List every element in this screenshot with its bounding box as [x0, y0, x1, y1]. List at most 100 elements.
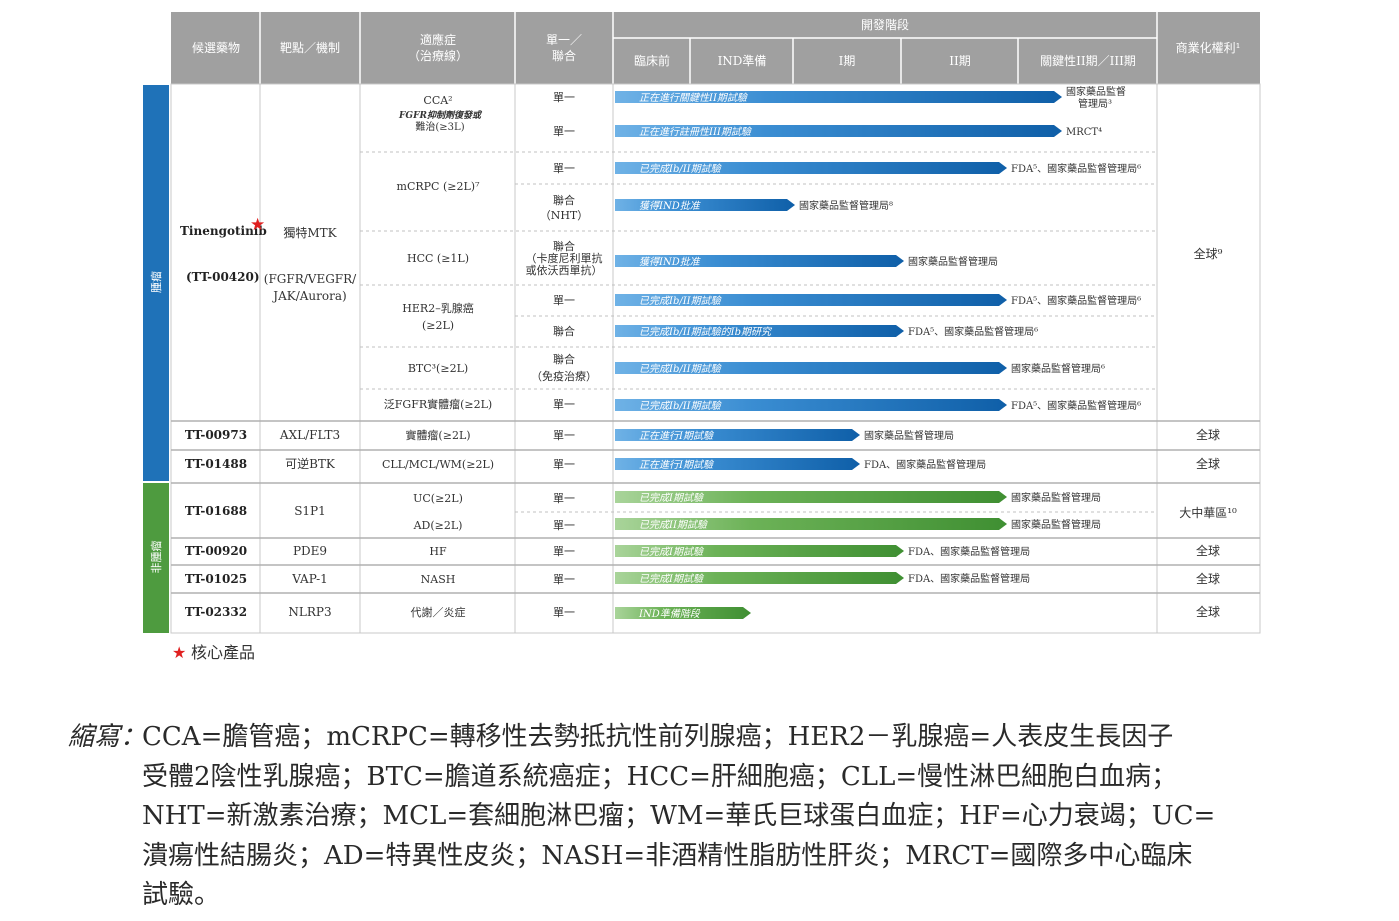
progress-bar: [615, 362, 1007, 374]
header-band: [171, 12, 1260, 84]
mode-row-11: 單一: [553, 458, 575, 471]
target-tinengotinib-sub1: (FGFR/VEGFR/: [264, 272, 357, 286]
indication-btc: BTC³(≥2L): [408, 362, 468, 375]
progress-bar: [615, 429, 860, 441]
sub-row-separators: [360, 151, 1155, 513]
progress-bar-label: 已完成I期試驗: [639, 492, 705, 504]
regulatory-note: FDA⁵、國家藥品監督管理局⁶: [1011, 162, 1141, 175]
progress-bar-label: 已完成Ib/II期試驗: [639, 363, 723, 375]
header-phase-preclinical: 臨床前: [634, 53, 670, 68]
mode-row-6: 單一: [553, 294, 575, 307]
indication-hf: HF: [429, 545, 447, 558]
indication-nash: NASH: [421, 573, 456, 586]
drug-name-tt01688: TT-01688: [185, 504, 247, 518]
regulatory-note: FDA、國家藥品監督管理局: [908, 572, 1030, 585]
drug-name-tt01025: TT-01025: [185, 572, 247, 586]
mode-row-1: 單一: [553, 91, 575, 104]
progress-bar-label: 獲得IND批准: [639, 256, 701, 268]
regulatory-note: 國家藥品監督管理局: [1011, 491, 1101, 504]
progress-bar-label: 正在進行I期試驗: [639, 430, 715, 442]
progress-bar-label: 獲得IND批准: [639, 200, 701, 212]
progress-bar-label: 已完成Ib/II期試驗的Ib期研究: [639, 326, 773, 338]
progress-bar-label: 已完成Ib/II期試驗: [639, 295, 723, 307]
regulatory-note: 國家藥品監督: [1066, 85, 1126, 98]
header-stage: 開發階段: [861, 17, 909, 32]
mode-row-3: 單一: [553, 162, 575, 175]
mode-row-12: 單一: [553, 492, 575, 505]
mode-row-16: 單一: [553, 606, 575, 619]
target-tt01688: S1P1: [294, 504, 326, 518]
header-indication: 適應症: [420, 32, 456, 47]
target-tt01488: 可逆BTK: [285, 456, 336, 471]
oncology-label: 腫瘤: [149, 271, 163, 293]
header-dividers: [259, 12, 1158, 84]
header-target: 靶點／機制: [280, 40, 340, 55]
progress-bar-label: 正在進行註冊性III期試驗: [639, 126, 753, 138]
progress-bar-label: 正在進行關鍵性II期試驗: [639, 92, 749, 104]
regulatory-note: 管理局³: [1078, 97, 1112, 110]
regulatory-note: FDA、國家藥品監督管理局: [908, 545, 1030, 558]
regulatory-note: FDA⁵、國家藥品監督管理局⁶: [908, 325, 1038, 338]
indication-uc: UC(≥2L): [413, 492, 463, 505]
progress-bar: [615, 399, 1007, 411]
abbreviations-line: 潰瘍性結腸炎；AD=特異性皮炎；NASH=非酒精性脂肪性肝炎；MRCT=國際多中…: [142, 840, 1193, 871]
progress-bar: [615, 458, 860, 470]
mode-row-8-sub: （免疫治療）: [531, 369, 597, 383]
indication-cca-sub2: 難治(≥3L): [415, 120, 464, 133]
rights-tinengotinib: 全球⁹: [1194, 246, 1223, 261]
mode-row-5-sub2: 或依沃西單抗）: [526, 263, 603, 277]
target-tinengotinib-sub2: JAK/Aurora): [271, 289, 346, 303]
indication-cll: CLL/MCL/WM(≥2L): [382, 458, 494, 471]
header-mono-line2: 聯合: [552, 48, 576, 63]
table-grid: [170, 83, 1261, 634]
progress-bar: [615, 255, 904, 267]
drug-name-tt00920: TT-00920: [185, 544, 247, 558]
rights-tt01025: 全球: [1196, 571, 1220, 586]
indication-pan-fgfr: 泛FGFR實體瘤(≥2L): [384, 397, 492, 411]
target-tt02332: NLRP3: [288, 605, 331, 619]
regulatory-note: 國家藥品監督管理局⁸: [799, 199, 893, 212]
target-tt01025: VAP-1: [291, 572, 328, 586]
mode-row-13: 單一: [553, 519, 575, 532]
abbreviations-line: CCA=膽管癌；mCRPC=轉移性去勢抵抗性前列腺癌；HER2－乳腺癌=人表皮生…: [142, 722, 1174, 752]
progress-bar-label: 已完成II期試驗: [639, 519, 709, 531]
abbreviations-line: NHT=新激素治療；MCL=套細胞淋巴瘤；WM=華氏巨球蛋白血症；HF=心力衰竭…: [142, 801, 1216, 831]
header-phase-3: 關鍵性II期／III期: [1040, 53, 1136, 68]
header-mono-line1: 單一／: [546, 33, 582, 47]
progress-bar: [615, 325, 904, 337]
drug-name-tinengotinib: Tinengotinib: [180, 224, 267, 238]
indication-cca: CCA²: [423, 94, 452, 107]
regulatory-note: FDA、國家藥品監督管理局: [864, 458, 986, 471]
progress-bar: [615, 607, 751, 619]
header-candidate: 候選藥物: [192, 41, 240, 55]
drug-name-tt00973: TT-00973: [185, 428, 247, 442]
regulatory-note: 國家藥品監督管理局: [908, 255, 998, 268]
indication-ad: AD(≥2L): [413, 519, 463, 532]
regulatory-note: 國家藥品監督管理局: [1011, 518, 1101, 531]
mode-row-4: 聯合: [553, 193, 575, 207]
target-tinengotinib: 獨特MTK: [283, 225, 337, 240]
progress-bar: [615, 491, 1007, 503]
indication-her2-line2: (≥2L): [422, 319, 454, 332]
progress-bar: [615, 294, 1007, 306]
mode-row-5-sub1: （卡度尼利單抗: [526, 251, 603, 265]
indication-her2-line1: HER2–乳腺癌: [402, 301, 473, 315]
progress-bar: [615, 572, 904, 584]
progress-bar: [615, 91, 1062, 103]
abbreviations-block: 縮寫： CCA=膽管癌；mCRPC=轉移性去勢抵抗性前列腺癌；HER2－乳腺癌=…: [68, 718, 1337, 916]
progress-bar-label: 已完成I期試驗: [639, 573, 705, 585]
progress-bar: [615, 162, 1007, 174]
abbreviations-line: 受體2陰性乳腺癌；BTC=膽道系統癌症；HCC=肝細胞癌；CLL=慢性淋巴細胞白…: [142, 761, 1178, 792]
header-commercial: 商業化權利¹: [1176, 40, 1241, 55]
regulatory-note: FDA⁵、國家藥品監督管理局⁶: [1011, 294, 1141, 307]
drug-code-tinengotinib: (TT-00420): [186, 270, 260, 284]
mode-row-7: 聯合: [553, 324, 575, 338]
indication-mcrpc: mCRPC (≥2L)⁷: [397, 180, 481, 193]
indication-metabolic: 代謝／炎症: [411, 605, 466, 619]
progress-bar-label: IND準備階段: [638, 608, 701, 620]
mode-row-15: 單一: [553, 573, 575, 586]
indication-hcc: HCC (≥1L): [407, 252, 469, 265]
mode-row-2: 單一: [553, 125, 575, 138]
